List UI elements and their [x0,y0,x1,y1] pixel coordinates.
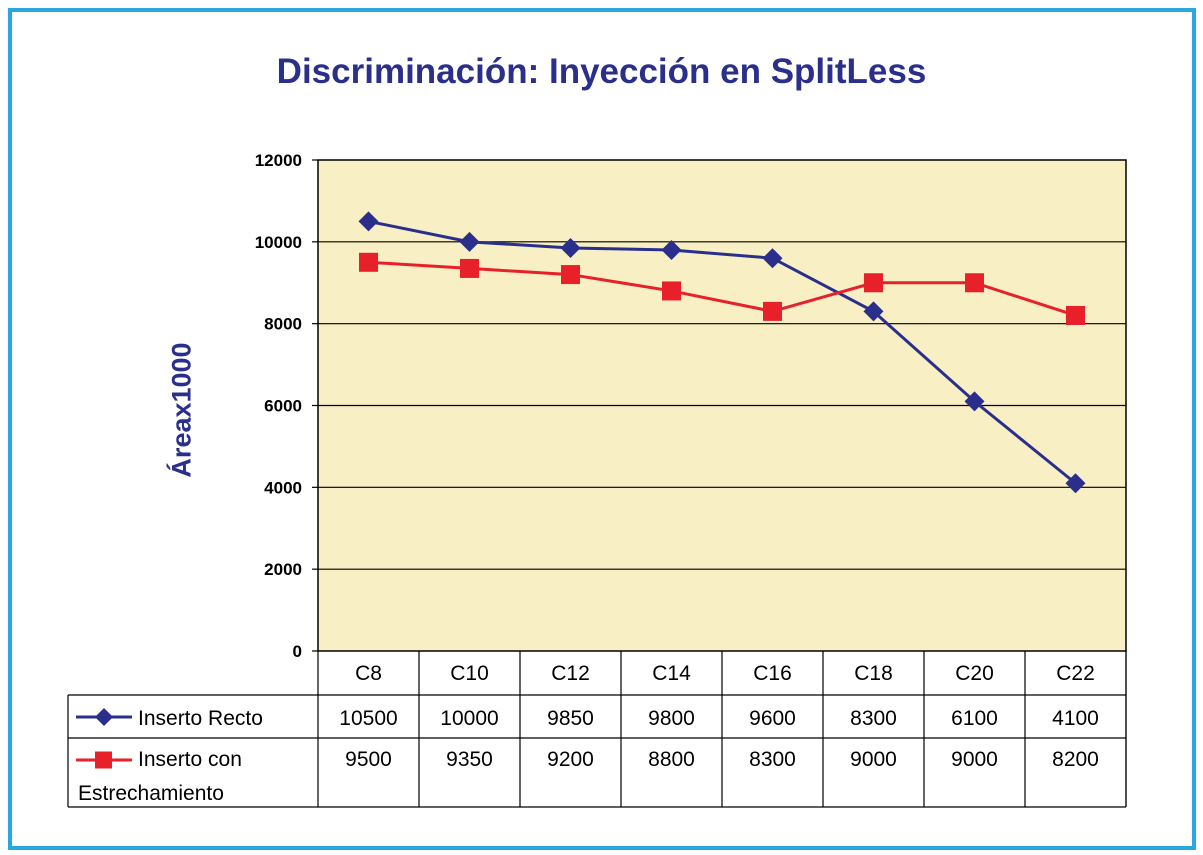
table-value: 8300 [850,707,897,730]
series-line [368,219,1077,485]
y-tick-label: 6000 [264,397,302,416]
x-tick-label: C20 [955,662,994,685]
data-point [661,240,682,261]
data-point [662,281,681,301]
y-tick-label: 4000 [264,478,302,497]
data-point [358,211,379,232]
data-point [359,252,378,272]
legend-label: Inserto con [138,748,242,771]
table-value: 9000 [951,748,998,771]
x-tick-label: C18 [854,662,893,685]
x-tick-label: C16 [753,662,792,685]
table-value: 9200 [547,748,594,771]
legend-key-marker [95,751,112,769]
series-line [368,260,1076,317]
x-tick-label: C14 [652,662,691,685]
table-value: 9800 [648,707,695,730]
table-value: 9000 [850,748,897,771]
x-tick-label: C12 [551,662,590,685]
data-point [459,231,480,252]
table-value: 10500 [339,707,397,730]
legend-label: Estrechamiento [78,782,224,805]
data-point [864,273,883,293]
table-value: 8200 [1052,748,1099,771]
table-value: 4100 [1052,707,1099,730]
x-tick-label: C8 [355,662,382,685]
x-tick-label: C22 [1056,662,1095,685]
data-point [460,258,479,278]
data-point [1065,473,1086,494]
table-value: 9350 [446,748,493,771]
data-point [965,273,984,293]
legend-label: Inserto Recto [138,707,263,730]
data-point [863,301,884,322]
legend-key-marker [95,708,113,726]
y-tick-label: 2000 [264,560,302,579]
y-tick-label: 8000 [264,315,302,334]
data-point [1066,305,1085,325]
table-value: 9850 [547,707,594,730]
data-point [964,391,985,412]
data-point [560,237,581,258]
chart-title: Discriminación: Inyección en SplitLess [276,52,927,91]
table-value: 8300 [749,748,796,771]
y-tick-label: 10000 [255,233,302,252]
table-value: 8800 [648,748,695,771]
x-tick-label: C10 [450,662,489,685]
table-value: 6100 [951,707,998,730]
data-point [763,301,782,321]
y-tick-label: 12000 [255,151,302,170]
data-point [762,248,783,269]
table-value: 9500 [345,748,392,771]
y-tick-label: 0 [293,642,302,661]
table-value: 10000 [440,707,498,730]
table-value: 9600 [749,707,796,730]
data-point [561,265,580,285]
